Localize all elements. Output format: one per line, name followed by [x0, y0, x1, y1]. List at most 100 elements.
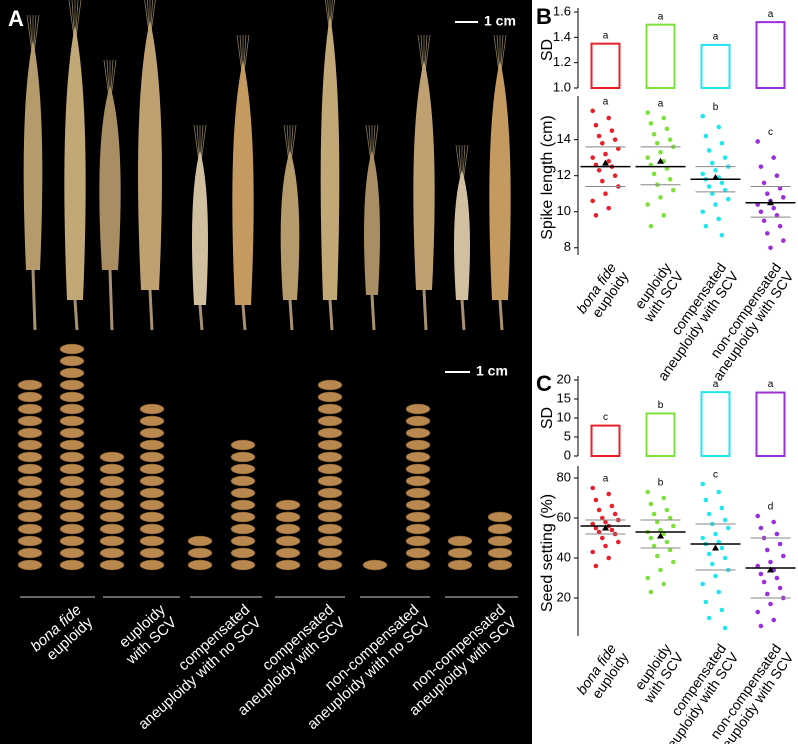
seed — [99, 535, 125, 547]
seed — [99, 499, 125, 511]
dot — [716, 216, 721, 222]
dot — [667, 547, 673, 553]
dot — [722, 187, 728, 193]
dot — [606, 555, 611, 561]
dot — [667, 137, 673, 142]
seed — [230, 499, 256, 511]
dot — [774, 213, 780, 218]
dot — [658, 195, 663, 200]
seed — [17, 499, 43, 511]
dot — [606, 158, 611, 164]
dot — [765, 547, 770, 553]
dot — [658, 527, 663, 533]
dot — [596, 529, 602, 535]
dot — [781, 195, 786, 200]
dot — [758, 571, 764, 577]
spike — [320, 15, 340, 300]
dot — [703, 497, 709, 503]
dot — [596, 133, 602, 139]
seed — [139, 511, 165, 523]
stem — [460, 299, 466, 331]
dot — [777, 223, 783, 229]
dot — [664, 126, 670, 132]
seed — [17, 463, 43, 475]
seed — [317, 487, 343, 499]
seed — [230, 535, 256, 547]
seed — [362, 559, 388, 571]
dot — [603, 151, 608, 157]
dot — [661, 495, 666, 501]
seed — [447, 535, 473, 547]
annotation: a — [768, 9, 774, 20]
x-tick-label: bona fideeuploidy — [573, 640, 632, 705]
dot — [651, 543, 657, 549]
seed — [17, 535, 43, 547]
dot — [590, 485, 595, 491]
photo-panel — [0, 0, 532, 744]
seed — [99, 511, 125, 523]
annotation: b — [658, 400, 664, 411]
dot — [609, 128, 615, 133]
y-tick-label: 0 — [564, 447, 571, 462]
dot — [700, 171, 705, 177]
dot — [765, 591, 770, 597]
dot — [612, 511, 618, 517]
seed — [59, 499, 85, 511]
dot — [719, 140, 725, 146]
seed — [487, 535, 513, 547]
seed — [17, 439, 43, 451]
dot — [645, 202, 650, 207]
y-tick-label: 12 — [557, 167, 571, 182]
seed — [139, 487, 165, 499]
seed — [17, 523, 43, 535]
dot — [648, 121, 654, 126]
dot — [700, 113, 705, 119]
dot — [771, 155, 776, 160]
annotation: a — [658, 11, 664, 22]
dot — [719, 232, 725, 238]
dot — [719, 180, 725, 186]
dot — [606, 115, 611, 121]
seed — [17, 427, 43, 439]
seed — [447, 547, 473, 559]
seed — [17, 391, 43, 403]
seed — [17, 559, 43, 571]
dot — [590, 549, 595, 555]
dot — [600, 140, 605, 146]
seed — [59, 559, 85, 571]
dot — [761, 180, 767, 186]
seed — [230, 547, 256, 559]
dot — [777, 541, 783, 547]
seed — [317, 535, 343, 547]
seed — [99, 523, 125, 535]
stem — [108, 269, 114, 331]
seed — [59, 415, 85, 427]
spike — [192, 150, 208, 305]
spike — [454, 170, 470, 300]
dot — [719, 505, 725, 511]
y-tick-label: 80 — [557, 469, 571, 484]
spike — [280, 150, 300, 300]
dot — [612, 137, 618, 142]
dot — [590, 198, 595, 204]
dot — [596, 167, 602, 173]
stem — [73, 299, 79, 331]
dot — [710, 191, 715, 197]
seed — [17, 379, 43, 391]
dot — [716, 489, 721, 495]
dot — [671, 187, 676, 193]
seed — [405, 535, 431, 547]
seed — [317, 511, 343, 523]
y-tick-label: 60 — [557, 509, 571, 524]
dot — [593, 497, 599, 503]
annotation: a — [713, 32, 719, 43]
seed — [139, 535, 165, 547]
seed — [275, 547, 301, 559]
scale-label: 1 cm — [484, 13, 516, 29]
bar — [755, 391, 786, 458]
dot — [774, 575, 780, 581]
dot — [600, 515, 605, 521]
dot — [710, 160, 715, 166]
dot — [661, 531, 666, 537]
